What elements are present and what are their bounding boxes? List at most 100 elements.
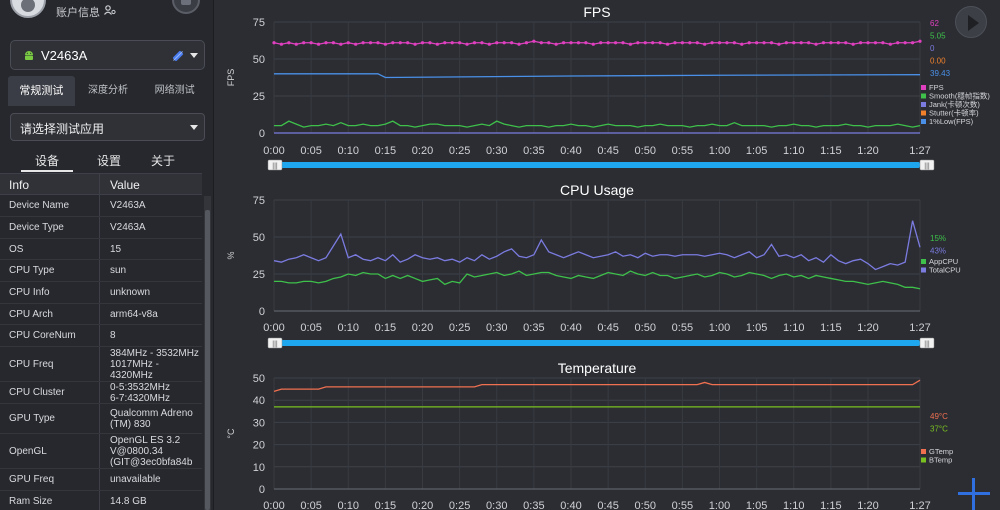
current-value: 15% [930, 234, 946, 243]
data-point [302, 41, 306, 45]
scrollbar[interactable] [204, 196, 211, 510]
data-point [910, 41, 915, 45]
data-point [755, 41, 759, 45]
data-point [717, 41, 722, 45]
data-point [725, 41, 729, 45]
info-value: 0-5:3532MHz 6-7:4320MHz [110, 381, 171, 404]
x-tick-label: 0:15 [375, 322, 396, 334]
play-icon[interactable] [955, 6, 987, 38]
info-value: 15 [110, 243, 122, 255]
user-settings-icon[interactable] [104, 5, 116, 15]
device-select[interactable]: V2463A [10, 40, 205, 70]
tab-about[interactable]: 关于 [151, 154, 176, 168]
legend-entry: TotalCPU [929, 266, 961, 275]
chart-title: CPU Usage [560, 182, 634, 198]
current-value: 62 [930, 19, 939, 28]
data-point [858, 41, 863, 45]
info-key: CPU Freq [0, 347, 100, 381]
tab-regular-test[interactable]: 常规测试 [8, 76, 75, 106]
account-info-label[interactable]: 账户信息 [56, 7, 100, 19]
data-point [851, 42, 855, 46]
x-tick-label: 0:10 [338, 145, 359, 157]
data-point [621, 41, 625, 45]
tab-deep-analysis[interactable]: 深度分析 [88, 85, 128, 96]
slider-handle[interactable] [267, 159, 283, 171]
info-value: V2463A [110, 222, 146, 233]
legend-swatch [921, 110, 926, 116]
add-icon[interactable] [958, 478, 990, 510]
current-value: 49°C [930, 412, 948, 421]
data-point [517, 42, 521, 46]
table-row: CPU CoreNum 8 [0, 325, 202, 347]
current-value: 5.05 [930, 32, 946, 41]
info-key: GPU Type [0, 404, 100, 433]
series-line [274, 120, 921, 128]
table-row: Device Name V2463A [0, 195, 202, 217]
data-point [420, 41, 425, 45]
table-row: CPU Type sun [0, 260, 202, 282]
x-tick-label: 1:00 [709, 322, 730, 334]
info-value: unavailable [110, 474, 161, 485]
x-tick-label: 0:50 [635, 322, 656, 334]
scroll-thumb[interactable] [205, 210, 210, 510]
tab-settings[interactable]: 设置 [97, 154, 122, 168]
x-tick-label: 0:05 [300, 500, 321, 510]
slider-handle[interactable] [919, 159, 935, 171]
legend-swatch [921, 85, 926, 90]
app-select[interactable]: 请选择测试应用 [10, 113, 205, 141]
chart-title: Temperature [558, 360, 637, 376]
current-value: 0.00 [930, 57, 946, 66]
stop-icon[interactable] [172, 0, 200, 14]
data-point [628, 42, 633, 46]
data-point [769, 41, 774, 45]
series-line [273, 379, 921, 392]
tab-network-test[interactable]: 网络测试 [154, 85, 195, 96]
info-key: OpenGL [0, 434, 100, 468]
x-tick-label: 0:15 [375, 500, 396, 510]
data-point [413, 42, 417, 46]
slider-handle-grip: ||| [924, 341, 930, 348]
x-tick-label: 1:20 [857, 145, 878, 157]
data-point [428, 41, 432, 45]
tab-device[interactable]: 设备 [21, 152, 73, 172]
x-tick-label: 1:20 [857, 322, 878, 334]
device-info-table: Info Value Device Name V2463A Device Type V… [0, 173, 202, 510]
x-tick-label: 1:15 [820, 145, 841, 157]
slider-handle[interactable] [919, 337, 935, 349]
legend-entry: 1%Low(FPS) [929, 117, 974, 126]
charts-svg: FPS FPS 0 25 50 75 0:00 0:05 0:10 0:15 0:20 0:25 0:3… [226, 4, 990, 510]
x-tick-label: 0:00 [263, 500, 284, 510]
x-tick-label: 0:55 [672, 145, 693, 157]
data-point [472, 41, 477, 45]
time-range-slider[interactable] [274, 162, 920, 168]
data-point [732, 41, 736, 45]
slider-handle[interactable] [267, 337, 283, 349]
x-tick-label: 0:45 [597, 500, 618, 510]
table-row: GPU Freq unavailable [0, 469, 202, 491]
android-icon [25, 51, 33, 60]
info-value: 14.8 GB [110, 495, 147, 507]
data-point [465, 42, 469, 46]
data-point [316, 42, 321, 46]
data-point [599, 41, 603, 45]
avatar[interactable] [10, 0, 46, 18]
x-tick-label: 1:15 [820, 322, 841, 334]
data-point [665, 42, 670, 46]
x-tick-label: 0:30 [486, 500, 507, 510]
data-point [896, 41, 900, 45]
data-point [613, 41, 618, 45]
time-range-slider[interactable] [274, 340, 920, 346]
x-tick-label: 0:40 [560, 322, 581, 334]
info-key: CPU CoreNum [0, 325, 100, 346]
data-point [346, 41, 350, 45]
x-tick-label: 0:10 [338, 500, 359, 510]
data-point [740, 42, 744, 46]
table-row: Device Type V2463A [0, 217, 202, 239]
x-tick-label: 1:20 [857, 500, 878, 510]
sidebar: 账户信息 V2463A 常规测试 深度分析 网络测试 请选择测试应用 设备 设置… [0, 0, 214, 510]
table-row: CPU Cluster 0-5:3532MHz 6-7:4320MHz [0, 382, 202, 404]
info-key: CPU Type [0, 260, 100, 281]
table-row: OpenGL OpenGL ES 3.2 V@0800.34 (GIT@3ec0b… [0, 434, 202, 469]
data-point [554, 42, 558, 46]
data-point [643, 41, 647, 45]
